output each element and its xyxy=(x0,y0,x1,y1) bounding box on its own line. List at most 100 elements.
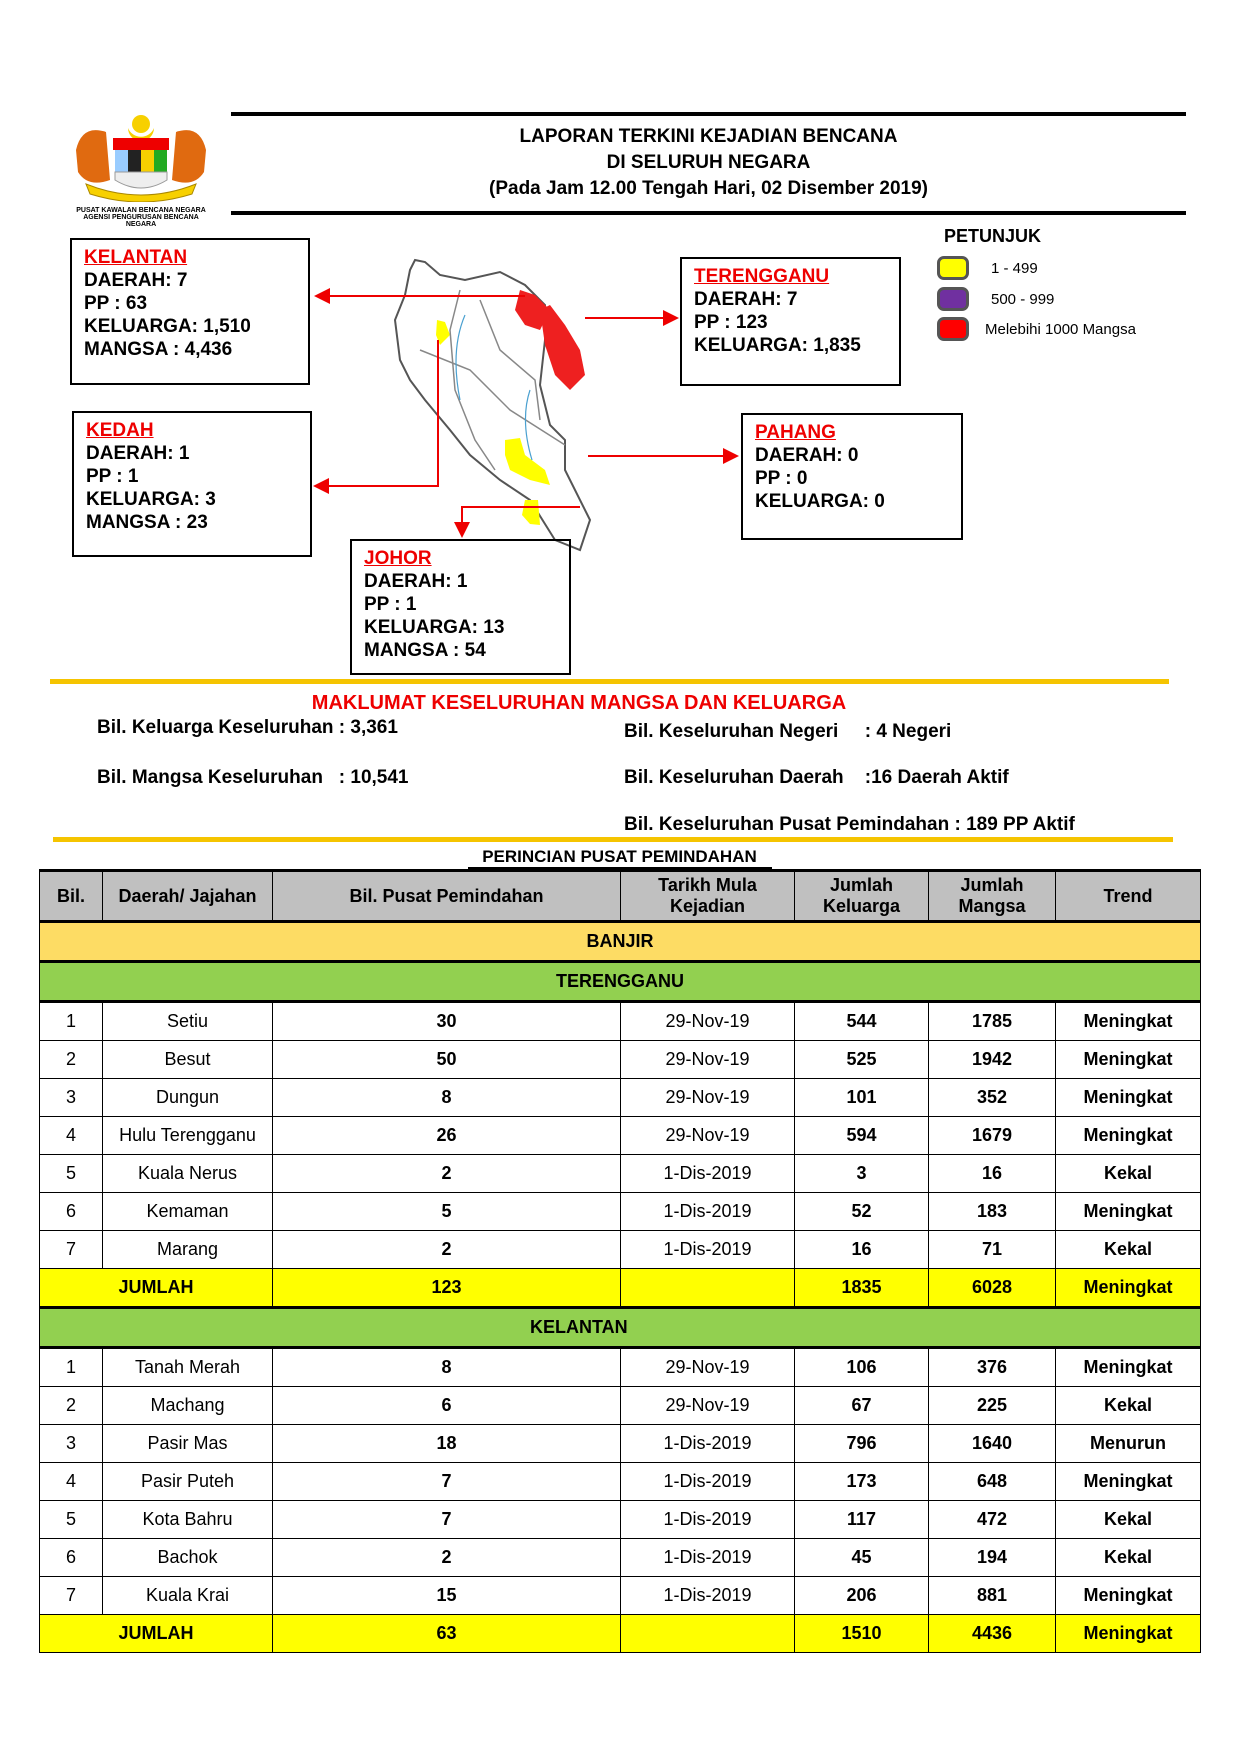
state-stat: KELUARGA: 13 xyxy=(364,617,505,638)
yellow-divider xyxy=(53,837,1173,842)
kedah-arrow xyxy=(313,340,439,494)
table-cell: 376 xyxy=(928,1347,1056,1387)
legend-label: 1 - 499 xyxy=(991,259,1038,277)
table-cell: 16 xyxy=(794,1230,929,1269)
table-cell: 183 xyxy=(928,1192,1056,1231)
table-row: 1 Setiu 30 29-Nov-19 544 1785 Meningkat xyxy=(39,1001,1201,1041)
table-cell: 1-Dis-2019 xyxy=(620,1424,795,1463)
table-cell: 5 xyxy=(39,1154,103,1193)
state-label: TERENGGANU xyxy=(39,960,1201,1003)
table-cell: 52 xyxy=(794,1192,929,1231)
table-cell: 30 xyxy=(272,1001,621,1041)
table-cell: 16 xyxy=(928,1154,1056,1193)
table-cell xyxy=(620,1614,795,1653)
coat-of-arms-logo: PUSAT KAWALAN BENCANA NEGARA AGENSI PENG… xyxy=(68,110,214,228)
table-cell: Meningkat xyxy=(1055,1192,1201,1231)
table-cell: 173 xyxy=(794,1462,929,1501)
table-cell: 544 xyxy=(794,1001,929,1041)
header-rule-bottom xyxy=(231,211,1186,215)
table-title: PERINCIAN PUSAT PEMINDAHAN xyxy=(482,847,757,866)
table-cell: 206 xyxy=(794,1576,929,1615)
table-cell: 1-Dis-2019 xyxy=(620,1538,795,1577)
table-cell: 1510 xyxy=(794,1614,929,1653)
state-row: KELANTAN xyxy=(39,1306,1201,1349)
state-label: KELANTAN xyxy=(39,1306,1201,1349)
table-cell: 2 xyxy=(39,1040,103,1079)
column-header: Jumlah Mangsa xyxy=(928,869,1056,923)
table-cell: 881 xyxy=(928,1576,1056,1615)
table-cell: 106 xyxy=(794,1347,929,1387)
table-cell: 4 xyxy=(39,1116,103,1155)
table-cell: Kekal xyxy=(1055,1230,1201,1269)
state-row: TERENGGANU xyxy=(39,960,1201,1003)
table-row: 7 Kuala Krai 15 1-Dis-2019 206 881 Meningkat xyxy=(39,1576,1201,1615)
state-stat: PP : 0 xyxy=(755,468,808,489)
state-stat: PP : 123 xyxy=(694,312,768,333)
logo-caption: AGENSI PENGURUSAN BENCANA NEGARA xyxy=(83,214,199,228)
total-districts: Bil. Keseluruhan Daerah :16 Daerah Aktif xyxy=(624,767,1009,788)
table-row: 1 Tanah Merah 8 29-Nov-19 106 376 Meningkat xyxy=(39,1347,1201,1387)
table-cell: 29-Nov-19 xyxy=(620,1386,795,1425)
table-row: 5 Kota Bahru 7 1-Dis-2019 117 472 Kekal xyxy=(39,1500,1201,1539)
table-cell: 8 xyxy=(272,1347,621,1387)
johor-info-box: JOHOR DAERAH: 1 PP : 1 KELUARGA: 13 MANG… xyxy=(350,539,571,675)
logo-caption: PUSAT KAWALAN BENCANA NEGARA xyxy=(76,207,206,214)
kelantan-flood-area xyxy=(515,290,550,330)
purple-swatch-icon xyxy=(937,287,969,311)
table-cell: 1 xyxy=(39,1001,103,1041)
column-header: Tarikh Mula Kejadian xyxy=(620,869,795,923)
column-header: Bil. Pusat Pemindahan xyxy=(272,869,621,923)
table-cell: 4 xyxy=(39,1462,103,1501)
table-cell: 1679 xyxy=(928,1116,1056,1155)
table-cell: 1835 xyxy=(794,1268,929,1308)
column-header: Daerah/ Jajahan xyxy=(102,869,273,923)
state-stat: PP : 1 xyxy=(86,466,139,487)
table-cell: 5 xyxy=(272,1192,621,1231)
table-cell: 71 xyxy=(928,1230,1056,1269)
relief-centre-table: Bil. Daerah/ Jajahan Bil. Pusat Pemindahan… xyxy=(39,869,1201,1653)
state-name: KEDAH xyxy=(86,420,154,441)
table-cell: Meningkat xyxy=(1055,1116,1201,1155)
legend-title: PETUNJUK xyxy=(944,226,1042,246)
callout-arrows xyxy=(313,288,739,538)
table-row: 7 Marang 2 1-Dis-2019 16 71 Kekal xyxy=(39,1230,1201,1269)
state-stat: MANGSA : 54 xyxy=(364,640,486,661)
pahang-info-box: PAHANG DAERAH: 0 PP : 0 KELUARGA: 0 xyxy=(741,413,963,540)
terengganu-flood-area xyxy=(540,305,585,390)
column-header: Jumlah Keluarga xyxy=(794,869,929,923)
table-cell: Kekal xyxy=(1055,1386,1201,1425)
table-cell: Meningkat xyxy=(1055,1576,1201,1615)
table-row: 2 Machang 6 29-Nov-19 67 225 Kekal xyxy=(39,1386,1201,1425)
table-cell: Kota Bahru xyxy=(102,1500,273,1539)
summary-title: MAKLUMAT KESELURUHAN MANGSA DAN KELUARGA xyxy=(311,692,847,714)
table-cell: 18 xyxy=(272,1424,621,1463)
table-cell: 525 xyxy=(794,1040,929,1079)
table-cell: Meningkat xyxy=(1055,1001,1201,1041)
table-cell: Hulu Terengganu xyxy=(102,1116,273,1155)
table-cell: 5 xyxy=(39,1500,103,1539)
table-cell: 67 xyxy=(794,1386,929,1425)
state-stat: KELUARGA: 1,835 xyxy=(694,335,861,356)
table-cell: Kuala Nerus xyxy=(102,1154,273,1193)
column-header: Trend xyxy=(1055,869,1201,923)
yellow-swatch-icon xyxy=(937,256,969,280)
table-cell: 1-Dis-2019 xyxy=(620,1576,795,1615)
table-cell: Dungun xyxy=(102,1078,273,1117)
state-stat: PP : 63 xyxy=(84,293,148,314)
category-row: BANJIR xyxy=(39,921,1201,962)
table-cell: 29-Nov-19 xyxy=(620,1116,795,1155)
header-rule-top xyxy=(231,112,1186,116)
state-stat: PP : 1 xyxy=(364,594,417,615)
state-stat: KELUARGA: 3 xyxy=(86,489,216,510)
table-cell: Meningkat xyxy=(1055,1078,1201,1117)
table-cell: 123 xyxy=(272,1268,621,1308)
state-name: PAHANG xyxy=(755,422,836,443)
table-cell: 225 xyxy=(928,1386,1056,1425)
state-stat: DAERAH: 7 xyxy=(694,289,798,310)
yellow-divider xyxy=(50,679,1169,684)
table-cell: 648 xyxy=(928,1462,1056,1501)
table-row: 3 Dungun 8 29-Nov-19 101 352 Meningkat xyxy=(39,1078,1201,1117)
table-cell: Tanah Merah xyxy=(102,1347,273,1387)
legend-item: Melebihi 1000 Mangsa xyxy=(937,317,1136,341)
table-cell: 194 xyxy=(928,1538,1056,1577)
